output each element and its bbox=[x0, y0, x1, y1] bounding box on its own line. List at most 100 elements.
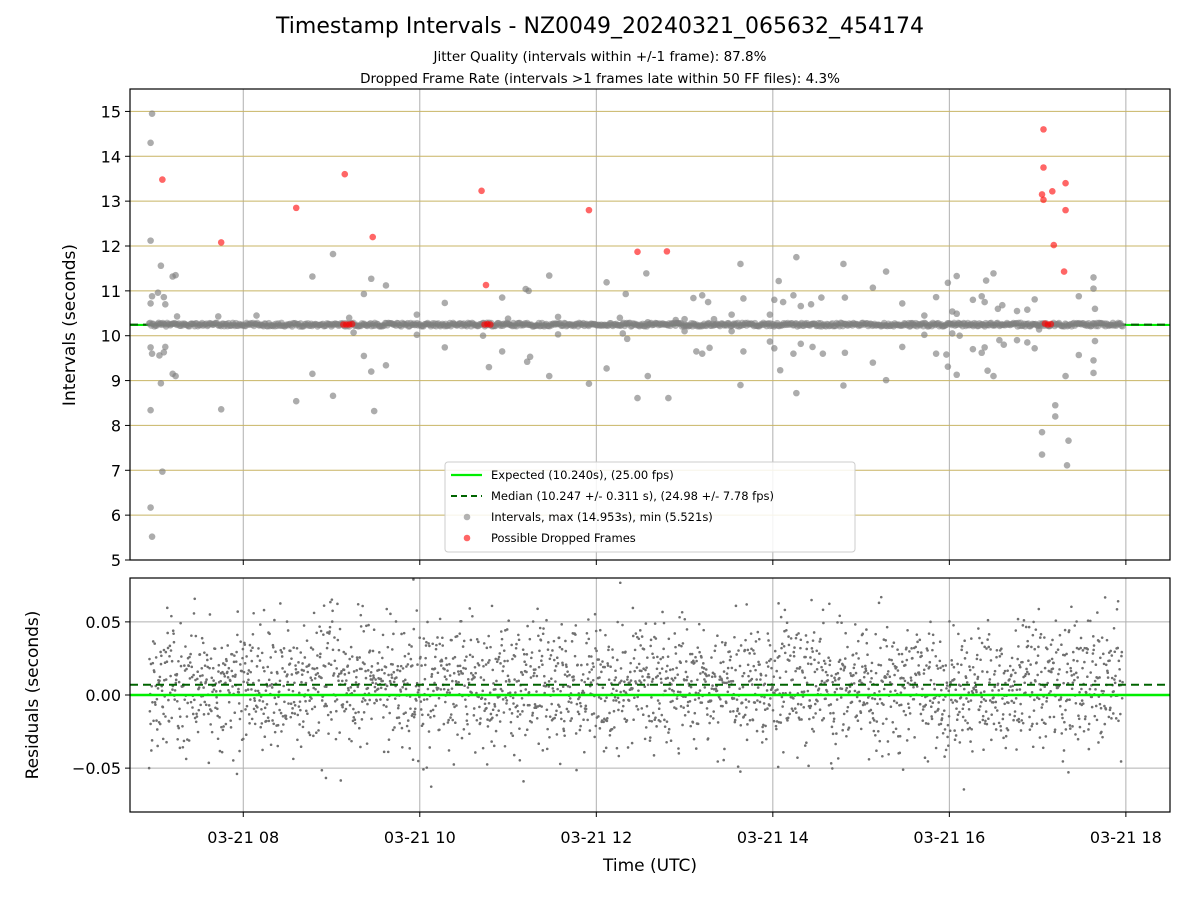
residual-point bbox=[739, 644, 743, 647]
residual-point bbox=[1101, 735, 1104, 739]
residual-point bbox=[899, 703, 903, 707]
residual-point bbox=[1017, 717, 1021, 721]
residual-point bbox=[916, 650, 920, 654]
residual-point bbox=[764, 674, 768, 677]
residual-point bbox=[494, 687, 497, 691]
residual-point bbox=[994, 728, 998, 731]
residual-point bbox=[914, 673, 918, 677]
residual-point bbox=[863, 671, 866, 674]
residual-point bbox=[626, 746, 630, 749]
residual-point bbox=[1012, 718, 1015, 722]
residual-point bbox=[200, 636, 204, 640]
residual-point bbox=[189, 652, 192, 656]
interval-point bbox=[622, 290, 630, 298]
residual-point bbox=[582, 691, 586, 695]
residual-point bbox=[611, 656, 615, 659]
residual-point bbox=[356, 685, 360, 689]
residual-point bbox=[1039, 688, 1042, 692]
residual-point bbox=[690, 679, 693, 683]
residual-point bbox=[524, 733, 527, 737]
residual-point bbox=[745, 738, 749, 742]
residual-point bbox=[1068, 698, 1071, 701]
residual-point bbox=[256, 654, 260, 658]
residual-point bbox=[570, 701, 573, 704]
residual-point bbox=[249, 649, 253, 652]
residual-point bbox=[320, 768, 324, 772]
residual-point bbox=[333, 699, 337, 703]
residual-point bbox=[617, 708, 620, 712]
residual-point bbox=[253, 722, 257, 726]
residual-point bbox=[752, 664, 756, 668]
residual-point bbox=[421, 713, 424, 717]
residual-point bbox=[264, 719, 268, 723]
residual-point bbox=[666, 676, 670, 680]
residual-point bbox=[287, 688, 291, 692]
residual-point bbox=[611, 687, 615, 691]
residual-point bbox=[694, 691, 698, 695]
residual-point bbox=[715, 689, 719, 693]
residual-point bbox=[741, 685, 745, 689]
residual-point bbox=[982, 690, 986, 693]
interval-point bbox=[681, 315, 688, 323]
residual-point bbox=[1028, 715, 1031, 719]
residual-point bbox=[494, 729, 498, 733]
residual-point bbox=[982, 748, 985, 751]
residual-point bbox=[811, 639, 815, 642]
residual-point bbox=[452, 702, 455, 706]
residuals-panel: 03-21 08 03-21 10 03-21 12 03-21 14 03-21 16… bbox=[72, 577, 1171, 847]
residual-point bbox=[636, 695, 639, 699]
residual-point bbox=[188, 677, 192, 680]
residual-point bbox=[647, 672, 650, 676]
residual-point bbox=[205, 653, 209, 657]
residual-point bbox=[396, 664, 400, 668]
residual-point bbox=[1100, 730, 1103, 734]
residual-point bbox=[302, 669, 306, 672]
residual-point bbox=[448, 662, 451, 666]
interval-point bbox=[797, 302, 805, 310]
residual-point bbox=[153, 642, 156, 645]
residual-point bbox=[595, 682, 599, 686]
residual-point bbox=[792, 650, 796, 654]
residual-point bbox=[798, 718, 801, 721]
residual-point bbox=[524, 663, 528, 667]
residual-point bbox=[259, 623, 262, 626]
interval-point bbox=[1024, 339, 1031, 346]
residual-point bbox=[896, 735, 900, 738]
residual-point bbox=[511, 734, 515, 738]
interval-point bbox=[159, 468, 166, 475]
residual-point bbox=[283, 670, 287, 674]
interval-point bbox=[984, 367, 991, 375]
residual-point bbox=[937, 707, 940, 711]
residual-point bbox=[832, 720, 836, 723]
residual-point bbox=[242, 680, 245, 684]
residual-point bbox=[981, 718, 985, 722]
residual-point bbox=[649, 638, 653, 642]
residual-point bbox=[355, 669, 359, 672]
residual-point bbox=[806, 662, 810, 665]
interval-point bbox=[162, 301, 169, 308]
residual-point bbox=[208, 666, 211, 670]
residual-point bbox=[181, 724, 184, 728]
residual-point bbox=[256, 689, 260, 693]
residual-point bbox=[829, 711, 832, 715]
residual-point bbox=[1038, 736, 1042, 739]
residual-point bbox=[529, 676, 533, 679]
residual-point bbox=[1050, 670, 1053, 674]
residual-point bbox=[834, 742, 837, 746]
residual-point bbox=[553, 716, 556, 720]
residual-point bbox=[702, 662, 705, 665]
residual-point bbox=[557, 636, 561, 640]
residual-point bbox=[722, 660, 725, 664]
residual-point bbox=[509, 731, 513, 735]
residual-point bbox=[279, 648, 283, 652]
residual-point bbox=[458, 664, 462, 668]
residual-point bbox=[707, 691, 711, 695]
residual-point bbox=[671, 699, 674, 703]
residual-point bbox=[380, 656, 384, 660]
residual-point bbox=[855, 695, 859, 699]
residual-point bbox=[323, 665, 327, 668]
residual-point bbox=[419, 700, 423, 703]
residual-point bbox=[1110, 717, 1113, 720]
residual-point bbox=[497, 655, 501, 659]
